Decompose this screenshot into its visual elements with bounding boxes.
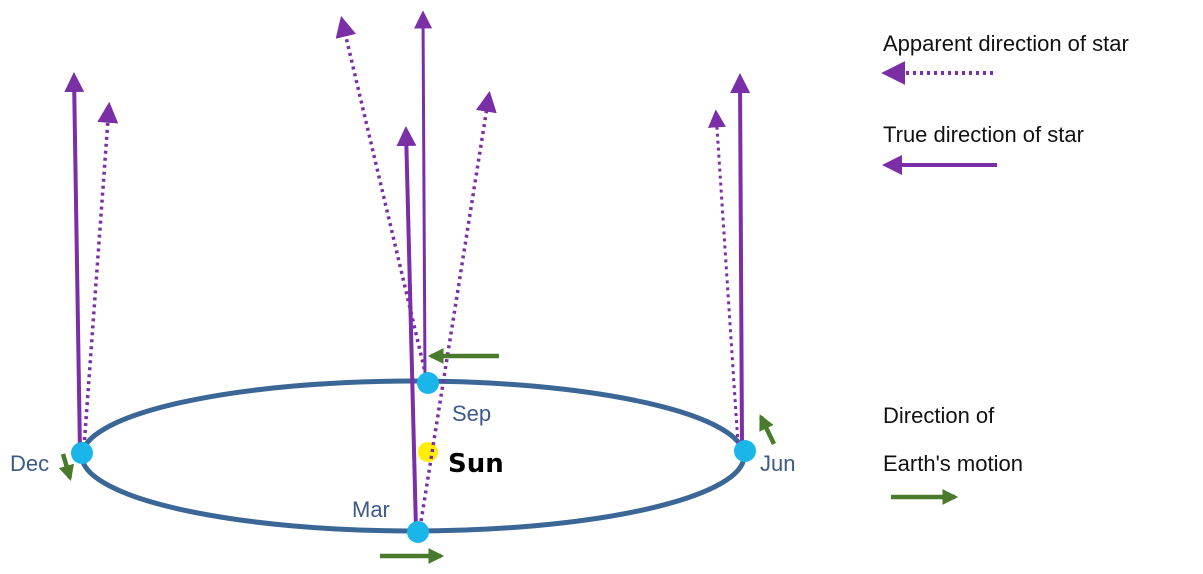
legend-motion-label-line2: Earth's motion	[883, 451, 1023, 476]
legend-apparent-label: Apparent direction of star	[883, 31, 1129, 56]
sep-true-direction-arrow	[414, 10, 433, 381]
mar-apparent-direction-arrow	[418, 90, 497, 529]
dec-motion-arrow	[58, 453, 75, 482]
month-label-mar: Mar	[352, 497, 390, 522]
legend: Apparent direction of star True directio…	[881, 31, 1129, 505]
jun-motion-arrow	[758, 414, 777, 445]
earth-position-jun	[734, 440, 756, 462]
earth-position-mar	[407, 521, 429, 543]
dec-true-direction-arrow	[64, 72, 85, 454]
earth-position-sep	[417, 372, 439, 394]
legend-motion-label-line1: Direction of	[883, 403, 995, 428]
month-label-dec: Dec	[10, 451, 49, 476]
earth-position-dec	[71, 442, 93, 464]
legend-true-label: True direction of star	[883, 122, 1084, 147]
jun-apparent-direction-arrow	[707, 109, 740, 445]
month-label-jun: Jun	[760, 451, 795, 476]
dec-apparent-direction-arrow	[82, 101, 119, 448]
sun-label: Sun	[448, 449, 504, 479]
jun-true-direction-arrow	[730, 73, 751, 447]
mar-true-direction-arrow	[396, 126, 418, 531]
sun	[418, 442, 438, 462]
sep-apparent-direction-arrow	[335, 15, 428, 377]
month-label-sep: Sep	[452, 401, 491, 426]
